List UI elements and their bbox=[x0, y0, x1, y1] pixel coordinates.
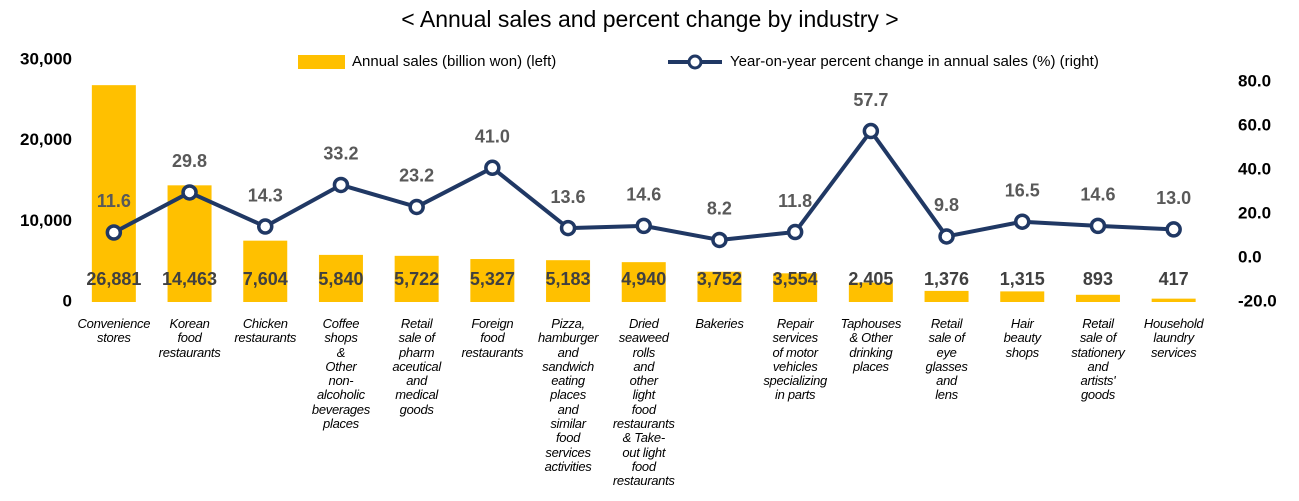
x-tick-label: Chicken restaurants bbox=[234, 316, 297, 346]
y2-tick-label: 0.0 bbox=[1238, 247, 1262, 266]
line-marker bbox=[332, 176, 350, 194]
bar-value-label: 417 bbox=[1159, 269, 1189, 289]
line-marker bbox=[786, 223, 804, 241]
legend-swatch bbox=[298, 55, 345, 69]
bar-value-label: 5,840 bbox=[318, 269, 363, 289]
bar bbox=[1075, 294, 1120, 302]
bar-value-label: 14,463 bbox=[162, 269, 217, 289]
bar bbox=[546, 260, 591, 302]
bar bbox=[773, 273, 818, 302]
bar bbox=[621, 262, 666, 302]
line-value-label: 41.0 bbox=[475, 127, 510, 147]
bar-value-label: 7,604 bbox=[243, 269, 288, 289]
x-tick-label: Pizza, hamburger and sandwich eating pla… bbox=[537, 316, 599, 474]
bar bbox=[243, 240, 288, 302]
bar-value-label: 5,183 bbox=[546, 269, 591, 289]
line-value-label: 16.5 bbox=[1005, 180, 1040, 200]
line-marker bbox=[559, 219, 577, 237]
bar bbox=[1151, 298, 1196, 302]
x-tick-label: Retail sale of stationery and artists' g… bbox=[1071, 316, 1125, 403]
y-tick-label: 10,000 bbox=[20, 211, 72, 230]
y2-tick-label: 40.0 bbox=[1238, 159, 1271, 178]
bar-value-label: 5,722 bbox=[394, 269, 439, 289]
x-tick-label: Coffee shops & Other non- alcoholic beve… bbox=[311, 316, 370, 432]
bar bbox=[697, 271, 742, 302]
line-marker bbox=[1089, 217, 1107, 235]
line-marker bbox=[938, 228, 955, 245]
x-tick-label: Dried seaweed rolls and other light food… bbox=[612, 316, 675, 489]
x-tick-label: Bakeries bbox=[695, 316, 744, 331]
line-value-label: 13.6 bbox=[551, 187, 586, 207]
line-marker bbox=[105, 224, 123, 241]
legend-label: Year-on-year percent change in annual sa… bbox=[730, 53, 1099, 70]
line-value-label: 14.6 bbox=[626, 185, 661, 205]
bar bbox=[318, 254, 363, 302]
legend-marker bbox=[687, 54, 703, 70]
bar-value-label: 1,376 bbox=[924, 269, 969, 289]
y-tick-label: 20,000 bbox=[20, 130, 72, 149]
y2-tick-label: -20.0 bbox=[1238, 291, 1277, 310]
bar bbox=[91, 85, 136, 302]
line-marker bbox=[257, 218, 274, 235]
y2-tick-label: 60.0 bbox=[1238, 115, 1271, 134]
bar bbox=[394, 255, 439, 302]
line-marker bbox=[1014, 213, 1031, 230]
bar-value-label: 3,752 bbox=[697, 269, 742, 289]
bar-value-label: 4,940 bbox=[621, 269, 666, 289]
y2-tick-label: 80.0 bbox=[1238, 71, 1271, 90]
bar bbox=[848, 282, 893, 302]
bar-value-label: 5,327 bbox=[470, 269, 515, 289]
line-value-label: 57.7 bbox=[853, 90, 888, 110]
bar-value-label: 26,881 bbox=[86, 269, 141, 289]
x-tick-label: Retail sale of pharm aceutical and medic… bbox=[392, 316, 441, 417]
bar-value-label: 1,315 bbox=[1000, 269, 1045, 289]
x-tick-label: Taphouses & Other drinking places bbox=[840, 316, 902, 374]
bar bbox=[470, 259, 515, 302]
line-marker bbox=[484, 159, 501, 177]
line-value-label: 33.2 bbox=[323, 144, 358, 164]
line-value-label: 14.6 bbox=[1080, 185, 1115, 205]
bar bbox=[1000, 291, 1045, 302]
line-value-label: 11.6 bbox=[97, 191, 131, 211]
line-marker bbox=[1165, 221, 1182, 238]
line-value-label: 9.8 bbox=[934, 195, 959, 215]
line-value-label: 14.3 bbox=[248, 185, 283, 205]
bar bbox=[167, 185, 212, 302]
y-tick-label: 30,000 bbox=[20, 49, 72, 68]
bar bbox=[924, 290, 969, 302]
bar-value-label: 2,405 bbox=[848, 269, 893, 289]
line-marker bbox=[408, 198, 425, 216]
chart-title: < Annual sales and percent change by ind… bbox=[401, 6, 898, 32]
bar-value-label: 893 bbox=[1083, 269, 1113, 289]
line-marker bbox=[862, 122, 880, 140]
legend-label: Annual sales (billion won) (left) bbox=[352, 53, 556, 70]
line-marker bbox=[635, 217, 652, 235]
line-value-label: 13.0 bbox=[1156, 188, 1191, 208]
x-tick-label: Hair beauty shops bbox=[1003, 316, 1042, 360]
y2-tick-label: 20.0 bbox=[1238, 203, 1271, 222]
bar-value-label: 3,554 bbox=[773, 269, 818, 289]
line-value-label: 29.8 bbox=[172, 151, 207, 171]
x-tick-label: Convenience stores bbox=[77, 316, 151, 346]
line-value-label: 11.8 bbox=[778, 191, 812, 211]
line-value-label: 23.2 bbox=[399, 166, 434, 186]
y-tick-label: 0 bbox=[63, 291, 72, 310]
line-marker bbox=[181, 184, 198, 201]
line-value-label: 8.2 bbox=[707, 199, 732, 219]
x-tick-label: Korean food restaurants bbox=[158, 316, 221, 360]
line-marker bbox=[711, 231, 728, 249]
x-tick-label: Retail sale of eye glasses and lens bbox=[925, 316, 968, 403]
x-tick-label: Household laundry services bbox=[1143, 316, 1204, 360]
x-tick-label: Foreign food restaurants bbox=[461, 316, 524, 360]
x-tick-label: Repair services of motor vehicles specia… bbox=[763, 316, 827, 403]
